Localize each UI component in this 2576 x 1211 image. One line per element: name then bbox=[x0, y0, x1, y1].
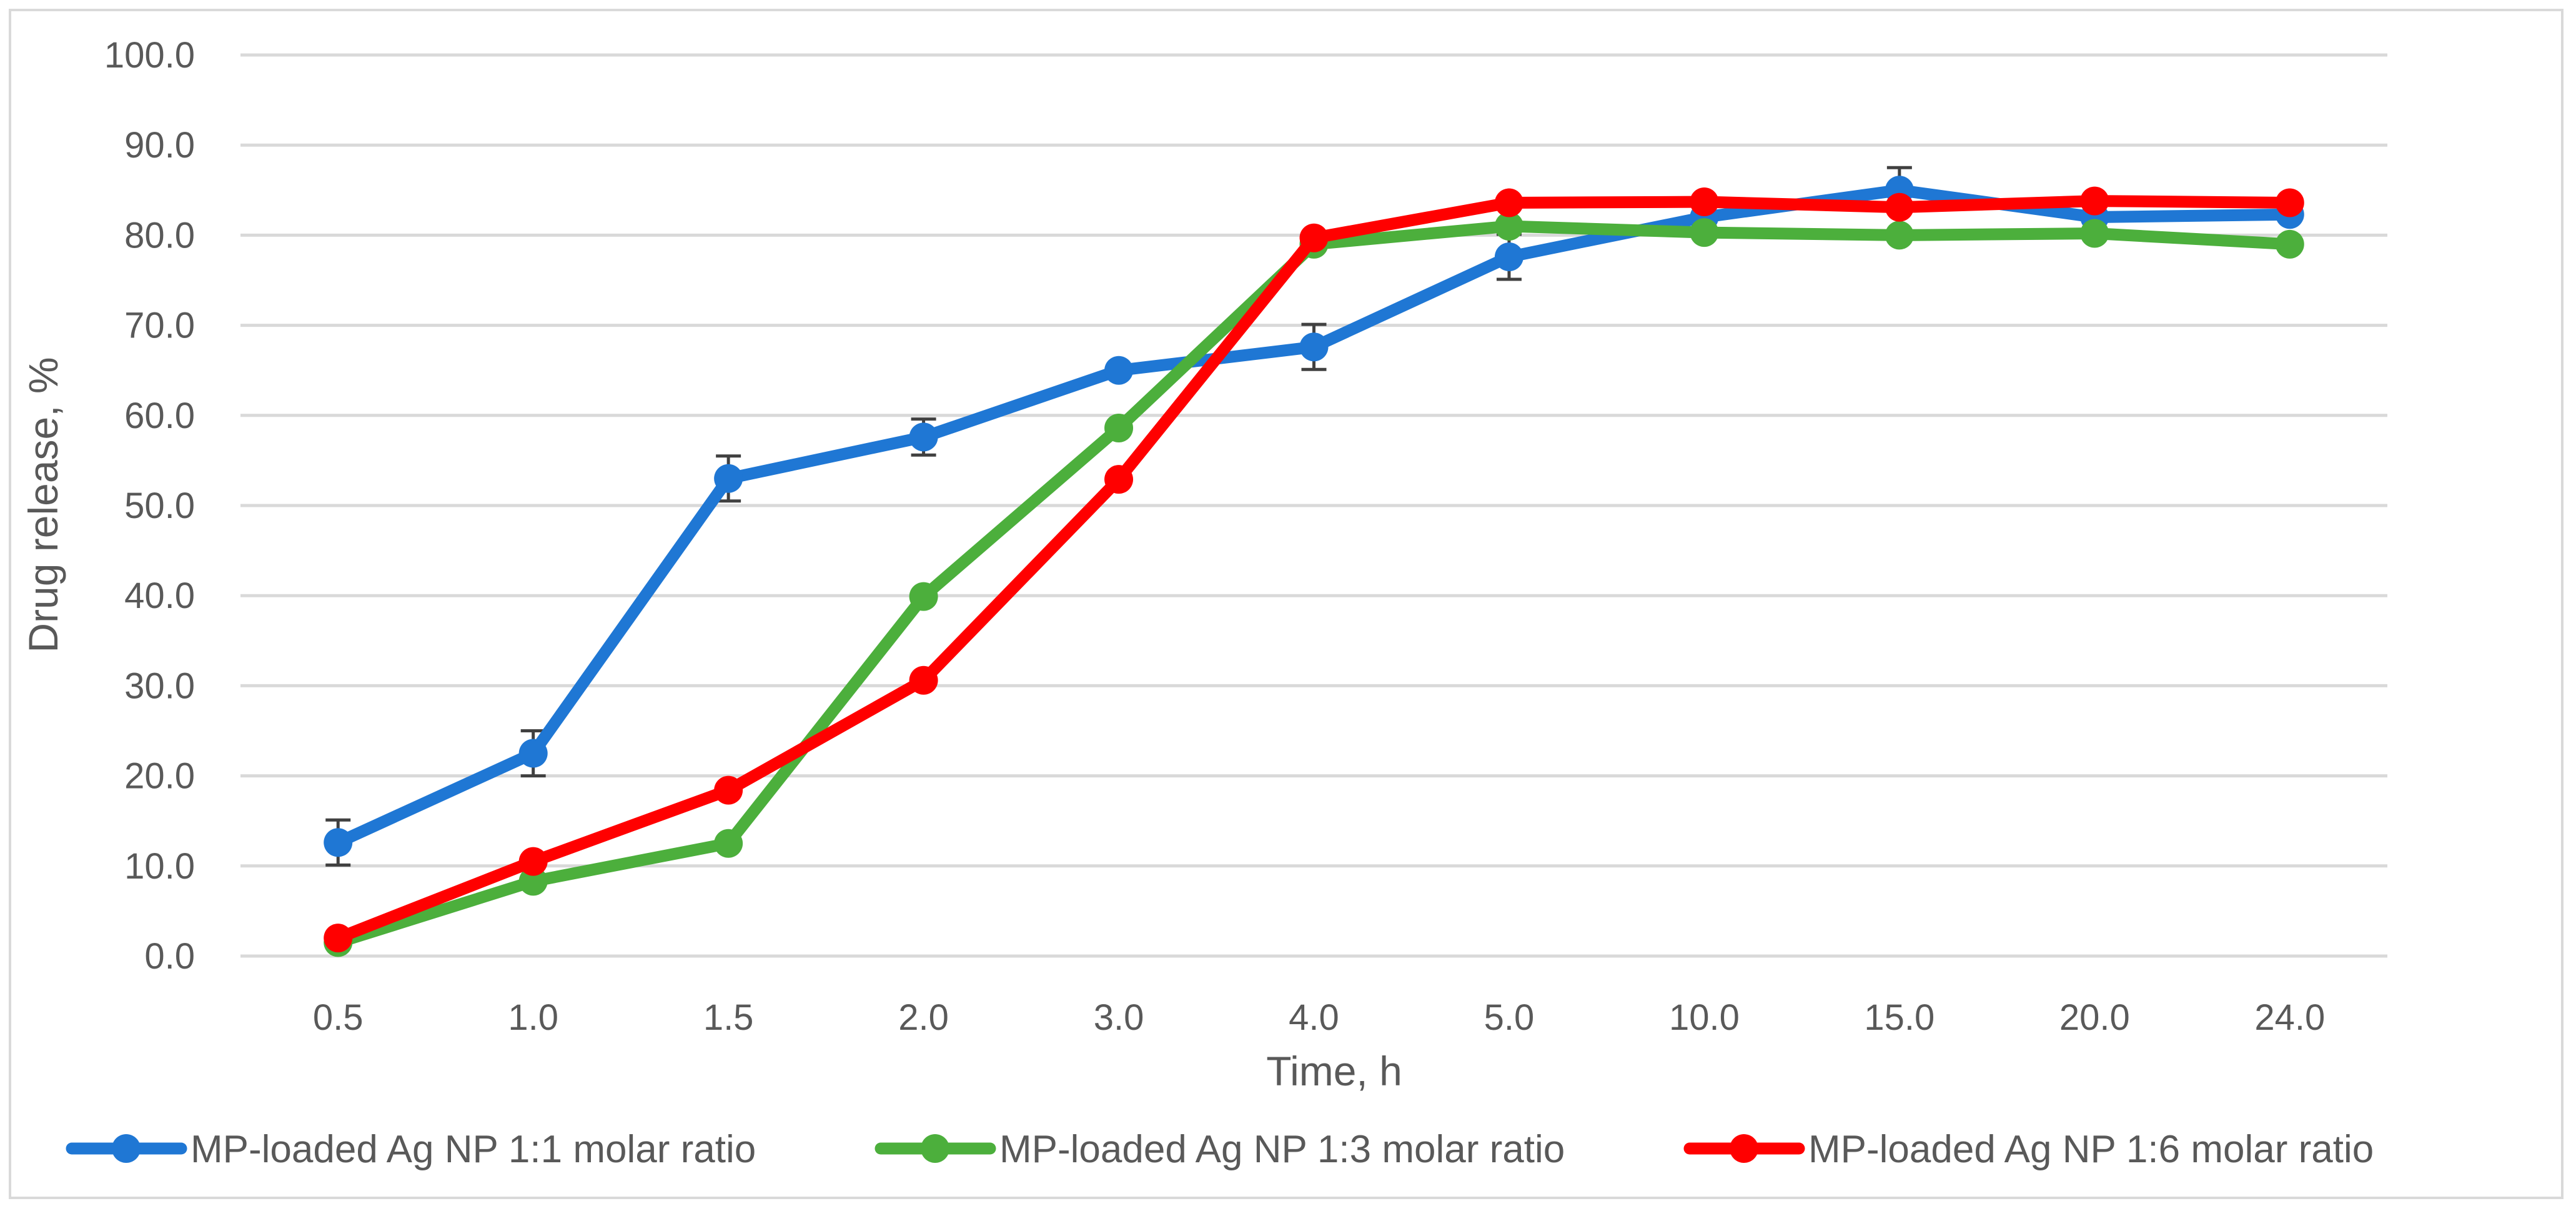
legend-entry: MP-loaded Ag NP 1:3 molar ratio bbox=[874, 1128, 1565, 1171]
x-tick-label: 1.5 bbox=[703, 997, 754, 1038]
x-tick-label: 4.0 bbox=[1289, 997, 1339, 1038]
legend-label: MP-loaded Ag NP 1:6 molar ratio bbox=[1808, 1128, 2374, 1171]
data-point bbox=[1104, 413, 1134, 442]
legend-swatch-marker bbox=[112, 1134, 141, 1163]
data-point bbox=[1104, 356, 1134, 385]
data-point bbox=[2275, 229, 2304, 259]
x-tick-label: 20.0 bbox=[2059, 997, 2130, 1038]
series-3 bbox=[324, 186, 2304, 953]
x-tick-label: 1.0 bbox=[508, 997, 558, 1038]
y-tick-label: 20.0 bbox=[124, 756, 195, 797]
series-line bbox=[332, 184, 2296, 849]
data-point bbox=[2080, 186, 2109, 216]
y-tick-label: 0.0 bbox=[144, 936, 195, 977]
data-point bbox=[714, 829, 743, 858]
y-tick-label: 100.0 bbox=[104, 35, 195, 76]
legend-swatch-marker bbox=[921, 1134, 949, 1163]
series-lines bbox=[324, 176, 2304, 957]
data-point bbox=[1494, 211, 1523, 241]
x-tick-label: 2.0 bbox=[898, 997, 949, 1038]
data-point bbox=[518, 847, 548, 876]
y-tick-label: 90.0 bbox=[124, 125, 195, 166]
legend-entry: MP-loaded Ag NP 1:6 molar ratio bbox=[1683, 1128, 2374, 1171]
x-axis-ticks: 0.5 1.0 1.5 2.0 3.0 4.0 5.0 10.0 15.0 20.0 24.0 bbox=[313, 997, 2325, 1038]
data-point bbox=[1494, 242, 1523, 272]
x-tick-label: 10.0 bbox=[1669, 997, 1740, 1038]
x-tick-label: 0.5 bbox=[313, 997, 364, 1038]
data-point bbox=[714, 464, 743, 493]
legend-swatch-marker bbox=[1730, 1134, 1758, 1163]
legend: MP-loaded Ag NP 1:1 molar ratio MP-loaded… bbox=[66, 1128, 2374, 1171]
data-point bbox=[1690, 187, 1719, 217]
data-point bbox=[518, 867, 548, 896]
series-1 bbox=[324, 176, 2304, 857]
data-point bbox=[1299, 332, 1329, 362]
y-tick-label: 70.0 bbox=[124, 306, 195, 346]
data-point bbox=[1885, 221, 1914, 250]
y-tick-label: 80.0 bbox=[124, 215, 195, 256]
legend-label: MP-loaded Ag NP 1:3 molar ratio bbox=[999, 1128, 1565, 1171]
series-line bbox=[332, 195, 2296, 944]
y-tick-label: 60.0 bbox=[124, 396, 195, 436]
legend-entry: MP-loaded Ag NP 1:1 molar ratio bbox=[66, 1128, 756, 1171]
x-tick-label: 24.0 bbox=[2254, 997, 2325, 1038]
y-axis-title: Drug release, % bbox=[20, 357, 66, 652]
data-point bbox=[1494, 188, 1523, 217]
data-point bbox=[1885, 192, 1914, 222]
y-tick-label: 50.0 bbox=[124, 486, 195, 526]
y-axis-ticks: 0.0 10.0 20.0 30.0 40.0 50.0 60.0 70.0 80.0 90.0 1… bbox=[104, 35, 195, 977]
x-tick-label: 5.0 bbox=[1484, 997, 1535, 1038]
data-point bbox=[909, 422, 938, 452]
legend-label: MP-loaded Ag NP 1:1 molar ratio bbox=[191, 1128, 756, 1171]
data-point bbox=[1104, 465, 1134, 494]
data-point bbox=[1299, 223, 1329, 252]
x-tick-label: 3.0 bbox=[1094, 997, 1144, 1038]
data-point bbox=[324, 924, 353, 953]
data-point bbox=[909, 665, 938, 695]
gridlines bbox=[240, 53, 2387, 958]
x-tick-label: 15.0 bbox=[1864, 997, 1934, 1038]
data-point bbox=[1690, 218, 1719, 247]
data-point bbox=[909, 582, 938, 611]
y-tick-label: 10.0 bbox=[124, 846, 195, 887]
data-point bbox=[2080, 219, 2109, 248]
data-point bbox=[518, 739, 548, 768]
y-tick-label: 40.0 bbox=[124, 576, 195, 616]
error-bars bbox=[325, 166, 2302, 867]
y-tick-label: 30.0 bbox=[124, 665, 195, 706]
data-point bbox=[2275, 188, 2304, 217]
data-point bbox=[714, 775, 743, 805]
x-axis-title: Time, h bbox=[1266, 1048, 1402, 1094]
data-point bbox=[324, 828, 353, 857]
